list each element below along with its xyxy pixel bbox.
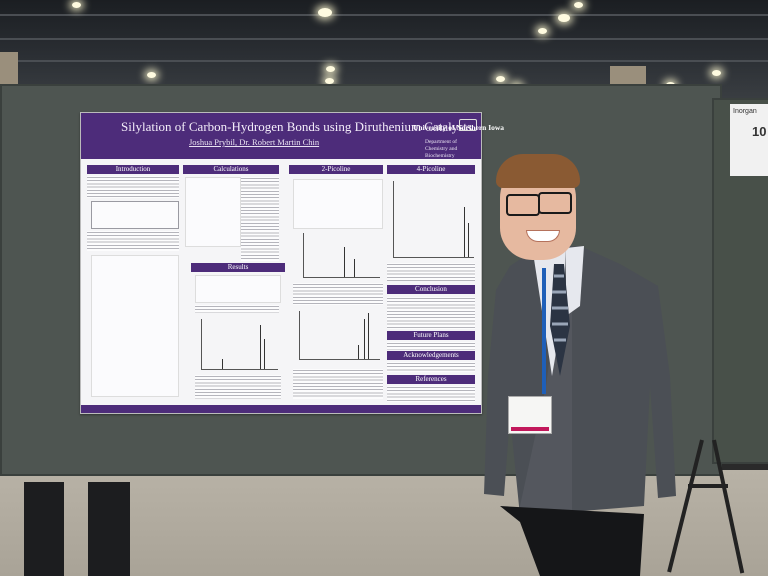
presenter bbox=[480, 246, 676, 576]
presenter-suit bbox=[484, 246, 676, 576]
ceiling-light bbox=[574, 2, 583, 8]
right-sign-line2: 10 bbox=[752, 124, 767, 139]
section-results: Results bbox=[191, 263, 285, 272]
right-sign: Inorgan 10 bbox=[730, 104, 768, 176]
acknowledgements-text bbox=[387, 362, 475, 372]
2-picoline-spectrum bbox=[303, 233, 380, 278]
spectrum-peak bbox=[358, 345, 359, 359]
university-name: University of Northern Iowa bbox=[413, 123, 505, 132]
ceiling-light bbox=[326, 66, 335, 72]
poster-title: Silylation of Carbon-Hydrogen Bonds usin… bbox=[121, 119, 472, 134]
ceiling-truss bbox=[0, 60, 768, 62]
presenter-hair bbox=[496, 154, 580, 188]
ceiling-light bbox=[538, 28, 547, 34]
spectrum-peak bbox=[222, 359, 223, 369]
spectrum-peak bbox=[264, 339, 265, 369]
ceiling-truss bbox=[0, 14, 768, 16]
ceiling-light bbox=[496, 76, 505, 82]
ceiling-light bbox=[147, 72, 156, 78]
glasses-lens bbox=[506, 194, 540, 216]
glasses-lens bbox=[538, 192, 572, 214]
references-text bbox=[387, 386, 475, 402]
university-logo bbox=[459, 119, 477, 131]
section-future-plans: Future Plans bbox=[387, 331, 475, 340]
department-name: Department of Chemistry and Biochemistry bbox=[425, 139, 458, 159]
research-poster: Silylation of Carbon-Hydrogen Bonds usin… bbox=[80, 112, 504, 414]
spectrum-peak bbox=[364, 319, 365, 359]
2-picoline-figure bbox=[293, 179, 383, 229]
section-introduction: Introduction bbox=[87, 165, 179, 174]
mechanism-figure bbox=[91, 255, 179, 397]
section-4-picoline: 4-Picoline bbox=[387, 165, 475, 174]
bystander-leg bbox=[24, 482, 64, 576]
spectrum-peak bbox=[464, 207, 465, 257]
name-badge bbox=[508, 396, 552, 434]
4-picoline-spectrum bbox=[393, 181, 474, 258]
intro-structure-figure bbox=[91, 201, 179, 229]
section-calculations: Calculations bbox=[183, 165, 279, 174]
ceiling-light bbox=[72, 2, 81, 8]
easel-brace bbox=[688, 484, 728, 488]
results-reaction-figure bbox=[195, 275, 281, 303]
spectrum-peak bbox=[368, 313, 369, 359]
conclusion-text bbox=[387, 297, 475, 329]
future-plans-text bbox=[387, 342, 475, 350]
ceiling-light bbox=[318, 8, 332, 17]
poster-footer bbox=[81, 405, 481, 413]
poster-authors: Joshua Prybil, Dr. Robert Martin Chin bbox=[189, 137, 320, 147]
bystander-leg bbox=[88, 482, 130, 576]
section-references: References bbox=[387, 375, 475, 384]
nmr-spectrum bbox=[201, 319, 278, 370]
section-acknowledgements: Acknowledgements bbox=[387, 351, 475, 360]
2-picoline-text bbox=[293, 369, 383, 399]
ceiling-light bbox=[325, 78, 334, 84]
calculation-figure bbox=[185, 177, 241, 247]
spectrum-peak bbox=[468, 223, 469, 257]
spectrum-peak bbox=[354, 259, 355, 277]
intro-text bbox=[87, 176, 179, 198]
section-2-picoline: 2-Picoline bbox=[289, 165, 383, 174]
ceiling-light bbox=[712, 70, 721, 76]
4-picoline-text bbox=[387, 263, 475, 281]
results-text bbox=[195, 375, 281, 399]
lanyard bbox=[542, 268, 546, 394]
2-picoline-text bbox=[293, 283, 383, 305]
results-text bbox=[195, 305, 279, 313]
2-picoline-spectrum-2 bbox=[299, 311, 380, 360]
spectrum-peak bbox=[344, 247, 345, 277]
ceiling-light bbox=[558, 14, 570, 22]
ceiling-truss bbox=[0, 38, 768, 40]
section-conclusion: Conclusion bbox=[387, 285, 475, 294]
poster-header: Silylation of Carbon-Hydrogen Bonds usin… bbox=[81, 113, 504, 159]
calculation-text bbox=[241, 177, 279, 261]
intro-text bbox=[87, 231, 179, 251]
spectrum-peak bbox=[260, 325, 261, 369]
right-sign-line1: Inorgan bbox=[733, 108, 757, 115]
